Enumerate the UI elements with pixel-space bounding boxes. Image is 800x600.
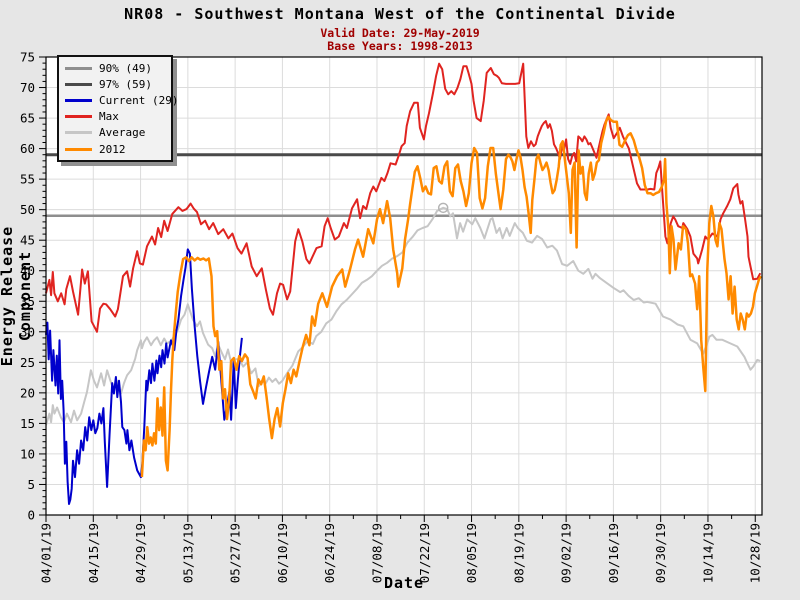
y-tick-label: 45 [20,233,35,248]
y-tick-label: 70 [20,80,35,95]
x-tick-label: 08/19/19 [511,523,526,583]
x-axis-label: Date [383,574,425,592]
legend-label: Average [99,126,146,140]
x-tick-label: 06/10/19 [275,523,290,583]
legend-line-swatch [65,98,92,102]
legend-box: 90% (49) 97% (59) Current (29) Max Average 20… [57,55,178,163]
legend-item-97-59-: 97% (59) [59,76,171,92]
y-tick-label: 65 [20,111,35,126]
y-tick-label: 40 [20,263,35,278]
valid-date-subtitle: Valid Date: 29-May-2019 [320,26,480,40]
x-tick-label: 04/15/19 [86,523,101,583]
series-line-average [45,206,761,426]
legend-label: Current (29) [99,93,179,107]
average-peak-marker [437,202,449,214]
x-tick-label: 10/14/19 [700,523,715,583]
x-tick-label: 09/16/19 [606,523,621,583]
series-line-2012 [140,115,763,478]
x-tick-label: 05/13/19 [180,523,195,583]
legend-line-swatch [65,66,92,70]
x-tick-label: 09/30/19 [653,523,668,583]
x-tick-label: 08/05/19 [464,523,479,583]
x-tick-label: 05/27/19 [228,523,243,583]
x-tick-label: 07/08/19 [369,523,384,583]
legend-item-2012: 2012 [59,141,171,157]
x-tick-label: 04/29/19 [133,523,148,583]
plot-frame [45,56,763,516]
legend-line-swatch [65,115,92,119]
y-tick-label: 15 [20,416,35,431]
y-tick-label: 50 [20,202,35,217]
y-tick-label: 60 [20,141,35,156]
x-tick-label: 09/02/19 [559,523,574,583]
y-tick-label: 10 [20,446,35,461]
y-tick-label: 20 [20,385,35,400]
y-tick-label: 5 [27,477,35,492]
tick-labels: 0 5 10 15 20 25 30 35 40 45 50 55 60 65 70 75 04/01/19 04… [20,50,763,584]
legend-label: 2012 [99,142,126,156]
series-line-max [45,62,762,333]
axis-ticks [39,56,756,522]
y-tick-label: 55 [20,172,35,187]
y-tick-label: 0 [27,508,35,523]
y-tick-label: 75 [20,50,35,65]
y-tick-label: 30 [20,324,35,339]
page-title: NR08 - Southwest Montana West of the Con… [124,5,676,23]
base-years-subtitle: Base Years: 1998-2013 [327,39,473,53]
legend-line-swatch [65,82,92,86]
legend-line-swatch [65,131,92,135]
legend-line-swatch [65,147,92,151]
legend-item-90-49-: 90% (49) [59,60,171,76]
x-tick-label: 10/28/19 [748,523,763,583]
y-tick-label: 25 [20,355,35,370]
legend-item-current-29-: Current (29) [59,92,178,108]
x-tick-label: 07/22/19 [417,523,432,583]
legend-item-max: Max [59,109,171,125]
legend-label: 97% (59) [99,77,152,91]
x-tick-label: 04/01/19 [39,523,54,583]
legend-item-average: Average [59,125,171,141]
legend-label: 90% (49) [99,61,152,75]
legend-label: Max [99,110,119,124]
y-tick-label: 35 [20,294,35,309]
y-axis-label: Energy Release Component [0,225,34,367]
series-line-current-29- [45,248,243,505]
x-tick-label: 06/24/19 [322,523,337,583]
